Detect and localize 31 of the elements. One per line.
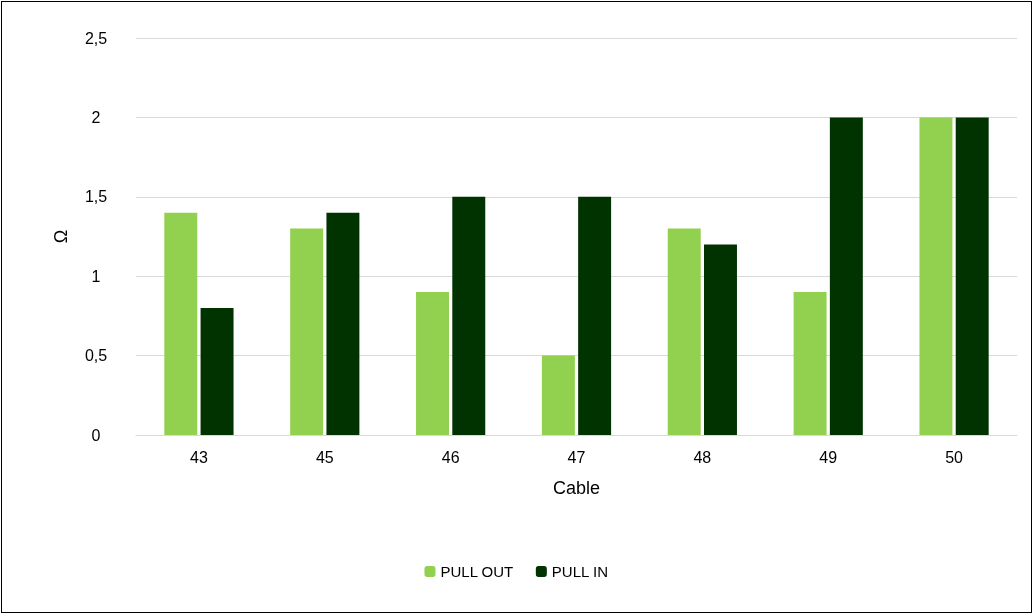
- bar: [290, 228, 324, 435]
- bar: [704, 244, 737, 435]
- bar: [578, 196, 612, 435]
- y-tick-label: 0: [91, 426, 101, 444]
- x-tick-label: 45: [315, 448, 334, 466]
- bar: [829, 117, 863, 435]
- y-tick-label: 2: [91, 108, 101, 126]
- legend-label: PULL IN: [551, 563, 608, 580]
- y-tick-label: 1: [91, 267, 101, 285]
- y-tick-label: 0,5: [84, 347, 108, 365]
- x-tick-label: 43: [190, 448, 208, 466]
- bar: [416, 292, 449, 435]
- bar: [793, 292, 827, 435]
- x-tick-label: 48: [693, 448, 712, 466]
- legend-label: PULL OUT: [440, 563, 514, 580]
- x-axis-title: Cable: [552, 478, 601, 498]
- bar: [667, 228, 701, 435]
- bar: [452, 196, 486, 435]
- bar: [326, 212, 360, 435]
- bar: [919, 117, 953, 435]
- bar: [955, 117, 989, 435]
- x-tick-label: 46: [441, 448, 460, 466]
- x-tick-label: 50: [945, 448, 964, 466]
- y-tick-label: 1,5: [84, 188, 108, 206]
- bar: [541, 355, 575, 435]
- y-tick-label: 2,5: [84, 29, 108, 47]
- x-tick-label: 49: [819, 448, 838, 466]
- y-axis-title: Ω: [51, 229, 71, 244]
- x-tick-label: 47: [567, 448, 586, 466]
- bar: [164, 212, 198, 435]
- bar: [200, 307, 234, 435]
